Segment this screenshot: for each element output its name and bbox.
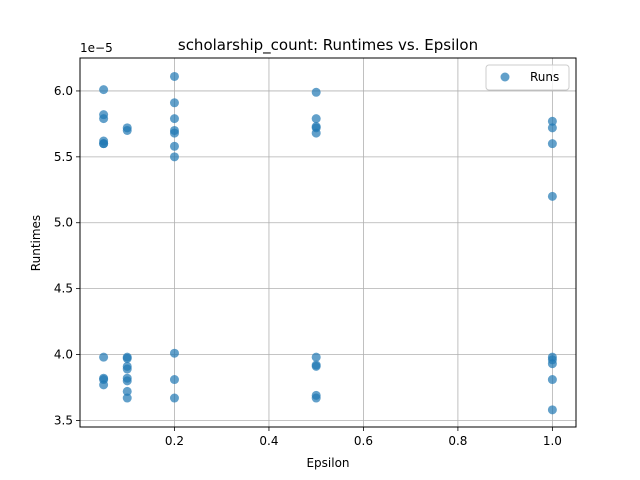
data-point — [311, 361, 321, 371]
data-point — [169, 128, 179, 138]
chart-title: scholarship_count: Runtimes vs. Epsilon — [178, 36, 478, 55]
data-point — [122, 376, 132, 386]
data-point — [547, 116, 557, 126]
data-point — [99, 352, 109, 362]
data-point — [547, 405, 557, 415]
data-point — [311, 87, 321, 97]
x-axis-ticks: 0.2 0.4 0.6 0.8 1.0 — [165, 427, 562, 448]
data-point — [169, 375, 179, 385]
data-point — [99, 85, 109, 95]
data-point — [99, 380, 109, 390]
legend-box — [485, 64, 570, 91]
y-tick-label: 3.5 — [54, 413, 73, 427]
data-point — [311, 128, 321, 138]
data-point — [547, 359, 557, 369]
data-point — [122, 364, 132, 374]
data-point — [547, 375, 557, 385]
data-point — [169, 152, 179, 162]
plot-area — [80, 58, 576, 427]
data-point — [122, 125, 132, 135]
data-point — [547, 191, 557, 201]
data-point — [122, 386, 132, 396]
data-points — [99, 71, 557, 415]
data-point — [99, 114, 109, 124]
data-point — [122, 353, 132, 363]
data-point — [169, 393, 179, 403]
x-tick-label: 0.2 — [165, 434, 184, 448]
data-point — [311, 352, 321, 362]
grid-lines — [80, 58, 576, 427]
data-point — [122, 393, 132, 403]
data-point — [169, 114, 179, 124]
data-point — [169, 348, 179, 358]
x-tick-label: 0.8 — [448, 434, 467, 448]
x-axis-label: Epsilon — [306, 456, 349, 470]
y-tick-label: 4.0 — [54, 348, 73, 362]
data-point — [311, 393, 321, 403]
y-axis-ticks: 3.5 4.0 4.5 5.0 5.5 6.0 — [54, 84, 80, 427]
legend: Runs — [485, 64, 570, 91]
y-tick-label: 5.0 — [54, 216, 73, 230]
data-point — [99, 139, 109, 149]
data-point — [547, 139, 557, 149]
plot-frame — [79, 57, 577, 428]
y-axis-label: Runtimes — [29, 215, 43, 271]
data-point — [547, 123, 557, 133]
data-point — [169, 71, 179, 81]
x-tick-label: 0.4 — [259, 434, 278, 448]
data-point — [169, 98, 179, 108]
y-axis-offset-label: 1e−5 — [80, 41, 113, 55]
data-point — [311, 114, 321, 124]
legend-marker — [500, 72, 510, 82]
y-tick-label: 6.0 — [54, 84, 73, 98]
y-tick-label: 4.5 — [54, 282, 73, 296]
x-tick-label: 0.6 — [354, 434, 373, 448]
y-tick-label: 5.5 — [54, 150, 73, 164]
data-point — [169, 141, 179, 151]
x-tick-label: 1.0 — [543, 434, 562, 448]
legend-label: Runs — [530, 70, 559, 84]
